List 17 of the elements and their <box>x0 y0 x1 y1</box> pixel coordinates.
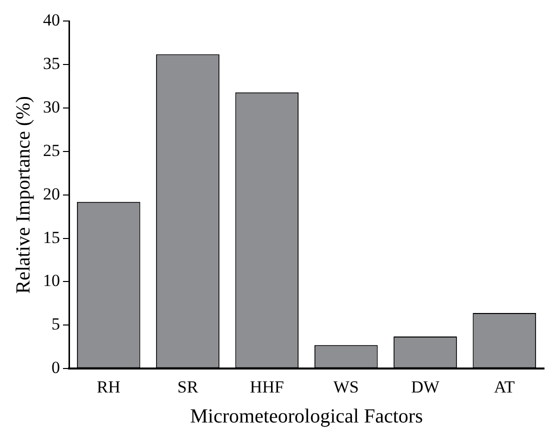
y-tick-label: 10 <box>43 271 60 290</box>
y-tick-label: 0 <box>52 358 60 378</box>
x-tick-label: DW <box>411 377 440 396</box>
y-tick-label: 20 <box>43 184 60 204</box>
x-tick-label: AT <box>494 377 516 396</box>
x-tick-label: WS <box>333 377 359 396</box>
x-tick-label: HHF <box>250 377 284 396</box>
y-axis-title: Relative Importance (%) <box>12 96 34 294</box>
x-tick-label: RH <box>96 377 120 396</box>
y-tick-label: 15 <box>43 228 60 247</box>
y-tick-label: 30 <box>43 98 60 117</box>
y-tick-label: 40 <box>43 10 60 30</box>
y-tick-label: 35 <box>43 54 60 74</box>
x-tick-label: SR <box>177 377 199 396</box>
y-tick-label: 25 <box>43 140 60 160</box>
y-tick-label: 5 <box>52 314 60 334</box>
x-axis-title: Micrometeorological Factors <box>190 405 424 428</box>
